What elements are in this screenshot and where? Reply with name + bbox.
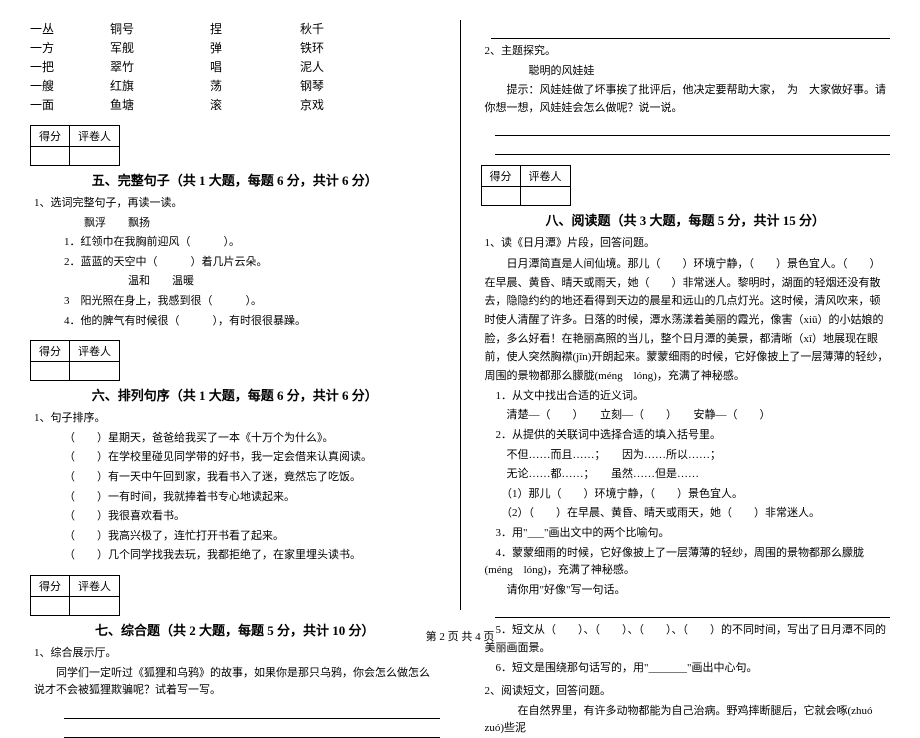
hint: 提示：风娃娃做了坏事挨了批评后，他决定要帮助大家， 为 大家做好事。请你想一想，… [485,82,891,117]
score-box: 得分评卷人 [481,165,891,206]
cell: 铜号 [110,20,210,37]
page-footer: 第 2 页 共 4 页 [0,628,920,644]
score-box: 得分评卷人 [30,575,440,616]
section-7-body: 1、综合展示厅。 同学们一定听过《狐狸和乌鸦》的故事，如果你是那只乌鸦，你会怎么… [30,645,440,738]
cell: 秋千 [300,20,390,37]
cell: 军舰 [110,39,210,56]
section-5-body: 1、选词完整句子，再读一读。 飘浮 飘扬 1．红领巾在我胸前迎风（ ）。 2．蓝… [30,195,440,330]
column-divider [460,20,461,610]
section-8-title: 八、阅读题（共 3 大题，每题 5 分，共计 15 分） [481,210,891,229]
cell: 京戏 [300,96,390,113]
subq: 6．短文是围绕那句话写的，用"_______"画出中心句。 [485,660,891,678]
left-column: 一丛 铜号 捏 秋千 一方 军舰 弹 铁环 一把 翠竹 唱 泥人 一艘 红旗 荡… [30,20,440,610]
q-lead: 1、句子排序。 [34,410,440,428]
subq-line: 无论……都……； 虽然……但是…… [485,466,891,484]
item: （ ）有一天中午回到家，我看书入了迷，竟然忘了吃饭。 [34,469,440,487]
item: （ ）我很喜欢看书。 [34,508,440,526]
q-lead: 1、综合展示厅。 [34,645,440,663]
cell: 荡 [210,77,300,94]
score-box: 得分评卷人 [30,340,440,381]
answer-line [495,121,891,136]
cell: 铁环 [300,39,390,56]
subtitle: 聪明的风娃娃 [485,63,891,81]
cell: 一艘 [30,77,110,94]
subq-line: （1）那儿（ ）环境宁静，（ ）景色宜人。 [485,486,891,504]
cell: 唱 [210,58,300,75]
subq: 3．用"___"画出文中的两个比喻句。 [485,525,891,543]
q-text: 同学们一定听过《狐狸和乌鸦》的故事，如果你是那只乌鸦，你会怎么做怎么说才不会被狐… [34,665,440,700]
passage: 在自然界里，有许多动物都能为自己治病。野鸡摔断腿后，它就会啄(zhuó zuó)… [485,703,891,738]
q-lead: 1、读《日月潭》片段，回答问题。 [485,235,891,253]
answer-line [495,140,891,155]
section-6-title: 六、排列句序（共 1 大题，每题 6 分，共计 6 分） [30,385,440,404]
answer-line [64,704,440,719]
section-5-title: 五、完整句子（共 1 大题，每题 6 分，共计 6 分） [30,170,440,189]
subq-line: （2）（ ）在早晨、黄昏、晴天或雨天，她（ ）非常迷人。 [485,505,891,523]
item: 3 阳光照在身上，我感到很（ ）。 [34,293,440,311]
answer-line [491,24,891,39]
cell: 一丛 [30,20,110,37]
item: （ ）在学校里碰见同学带的好书，我一定会借来认真阅读。 [34,449,440,467]
q2-topic: 2、主题探究。 聪明的风娃娃 提示：风娃娃做了坏事挨了批评后，他决定要帮助大家，… [481,43,891,155]
grader-label: 评卷人 [70,126,120,147]
cell: 一把 [30,58,110,75]
cell: 红旗 [110,77,210,94]
word-match-grid: 一丛 铜号 捏 秋千 一方 军舰 弹 铁环 一把 翠竹 唱 泥人 一艘 红旗 荡… [30,20,440,113]
score-box: 得分评卷人 [30,125,440,166]
q-lead: 2、主题探究。 [485,43,891,61]
passage: 日月潭简直是人间仙境。那儿（ ）环境宁静，（ ）景色宜人。（ ）在早晨、黄昏、晴… [485,255,891,386]
subq-line: 不但……而且……； 因为……所以……； [485,447,891,465]
answer-line [495,603,891,618]
cell: 钢琴 [300,77,390,94]
cell: 翠竹 [110,58,210,75]
item: （ ）几个同学找我去玩，我都拒绝了，在家里埋头读书。 [34,547,440,565]
cell: 鱼塘 [110,96,210,113]
item: （ ）我高兴极了，连忙打开书看了起来。 [34,528,440,546]
subq: 4．蒙蒙细雨的时候，它好像披上了一层薄薄的轻纱，周围的景物都那么朦胧(méng … [485,545,891,580]
score-label: 得分 [31,126,70,147]
cell: 泥人 [300,58,390,75]
item: 1．红领巾在我胸前迎风（ ）。 [34,234,440,252]
subq: 2．从提供的关联词中选择合适的填入括号里。 [485,427,891,445]
item: （ ）星期天，爸爸给我买了一本《十万个为什么》。 [34,430,440,448]
item: 温和 温暖 [34,273,440,291]
cell: 一面 [30,96,110,113]
q-lead: 1、选词完整句子，再读一读。 [34,195,440,213]
answer-line [64,723,440,738]
item: （ ）一有时间，我就捧着书专心地读起来。 [34,489,440,507]
subq: 请你用"好像"写一句话。 [485,582,891,600]
right-column: 2、主题探究。 聪明的风娃娃 提示：风娃娃做了坏事挨了批评后，他决定要帮助大家，… [481,20,891,610]
cell: 捏 [210,20,300,37]
subq-line: 清楚—（ ） 立刻—（ ） 安静—（ ） [485,407,891,425]
item: 2．蓝蓝的天空中（ ）着几片云朵。 [34,254,440,272]
subq: 1．从文中找出合适的近义词。 [485,388,891,406]
cell: 滚 [210,96,300,113]
cell: 弹 [210,39,300,56]
word-pair: 飘浮 飘扬 [34,215,440,233]
section-8-body: 1、读《日月潭》片段，回答问题。 日月潭简直是人间仙境。那儿（ ）环境宁静，（ … [481,235,891,738]
item: 4．他的脾气有时候很（ ），有时很很暴躁。 [34,313,440,331]
cell: 一方 [30,39,110,56]
section-6-body: 1、句子排序。 （ ）星期天，爸爸给我买了一本《十万个为什么》。 （ ）在学校里… [30,410,440,565]
q-lead: 2、阅读短文，回答问题。 [485,683,891,701]
